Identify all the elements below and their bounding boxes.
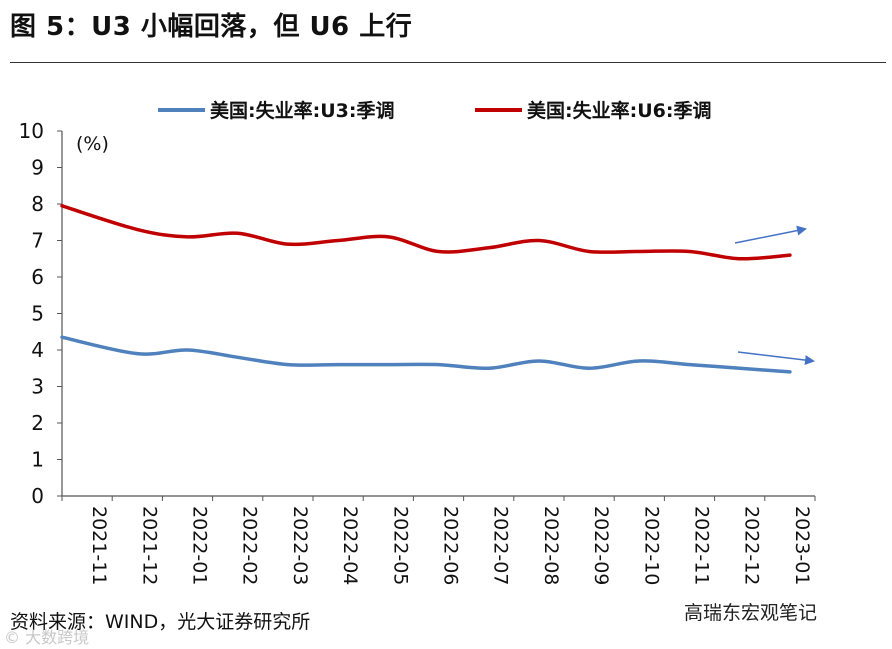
x-tick-label: 2022-01 (189, 506, 211, 585)
watermark-right: 高瑞东宏观笔记 (680, 598, 822, 625)
x-tick-label: 2022-03 (289, 506, 311, 585)
series-layer (60, 204, 792, 374)
x-tick-label: 2021-12 (138, 506, 160, 585)
series-line-u3 (60, 335, 792, 374)
x-tick-label: 2022-12 (741, 506, 763, 585)
line-chart: 美国:失业率:U3:季调 美国:失业率:U6:季调 (%) 0 1 2 3 4 5 6 7 8 9… (19, 99, 816, 585)
y-tick-label: 3 (31, 375, 44, 399)
legend: 美国:失业率:U3:季调 美国:失业率:U6:季调 (158, 99, 711, 122)
y-tick-label: 5 (31, 302, 44, 326)
y-tick-label: 1 (31, 448, 44, 472)
x-tick-label: 2022-09 (590, 506, 612, 585)
legend-label-u6: 美国:失业率:U6:季调 (527, 99, 711, 122)
y-tick-label: 9 (31, 156, 44, 180)
y-tick-label: 0 (31, 484, 44, 508)
x-tick-label: 2022-05 (389, 506, 411, 585)
x-tick-label: 2022-02 (239, 506, 261, 585)
y-tick-label: 8 (31, 192, 44, 216)
y-tick-label: 4 (31, 338, 44, 362)
y-tick-label: 2 (31, 411, 44, 435)
legend-label-u3: 美国:失业率:U3:季调 (210, 99, 394, 122)
x-tick-label: 2022-06 (440, 506, 462, 585)
x-axis: 2021-11 2021-12 2022-01 2022-02 2022-03 2022-… (61, 495, 816, 585)
x-tick-label: 2022-08 (540, 506, 562, 585)
y-tick-label: 7 (31, 229, 44, 253)
title-divider (10, 62, 886, 63)
x-tick-label: 2022-04 (339, 506, 361, 585)
x-tick-label: 2022-10 (640, 506, 662, 585)
series-line-u6 (60, 204, 792, 261)
x-tick-label: 2023-01 (791, 506, 813, 585)
source-note: 资料来源：WIND，光大证券研究所 (10, 611, 311, 633)
y-tick-label: 10 (19, 119, 44, 143)
x-tick-label: 2021-11 (88, 506, 110, 585)
x-tick-label: 2022-07 (490, 506, 512, 585)
x-tick-label: 2022-11 (691, 506, 713, 585)
trend-arrow-u3 (737, 351, 815, 366)
y-axis-unit-label: (%) (76, 133, 109, 155)
chart-title: 图 5：U3 小幅回落，但 U6 上行 (10, 12, 413, 42)
trend-arrow-u6 (734, 225, 807, 244)
y-tick-label: 6 (31, 265, 44, 289)
y-axis: 0 1 2 3 4 5 6 7 8 9 10 (19, 119, 63, 508)
watermark-left: © 大数跨境 (4, 628, 90, 647)
